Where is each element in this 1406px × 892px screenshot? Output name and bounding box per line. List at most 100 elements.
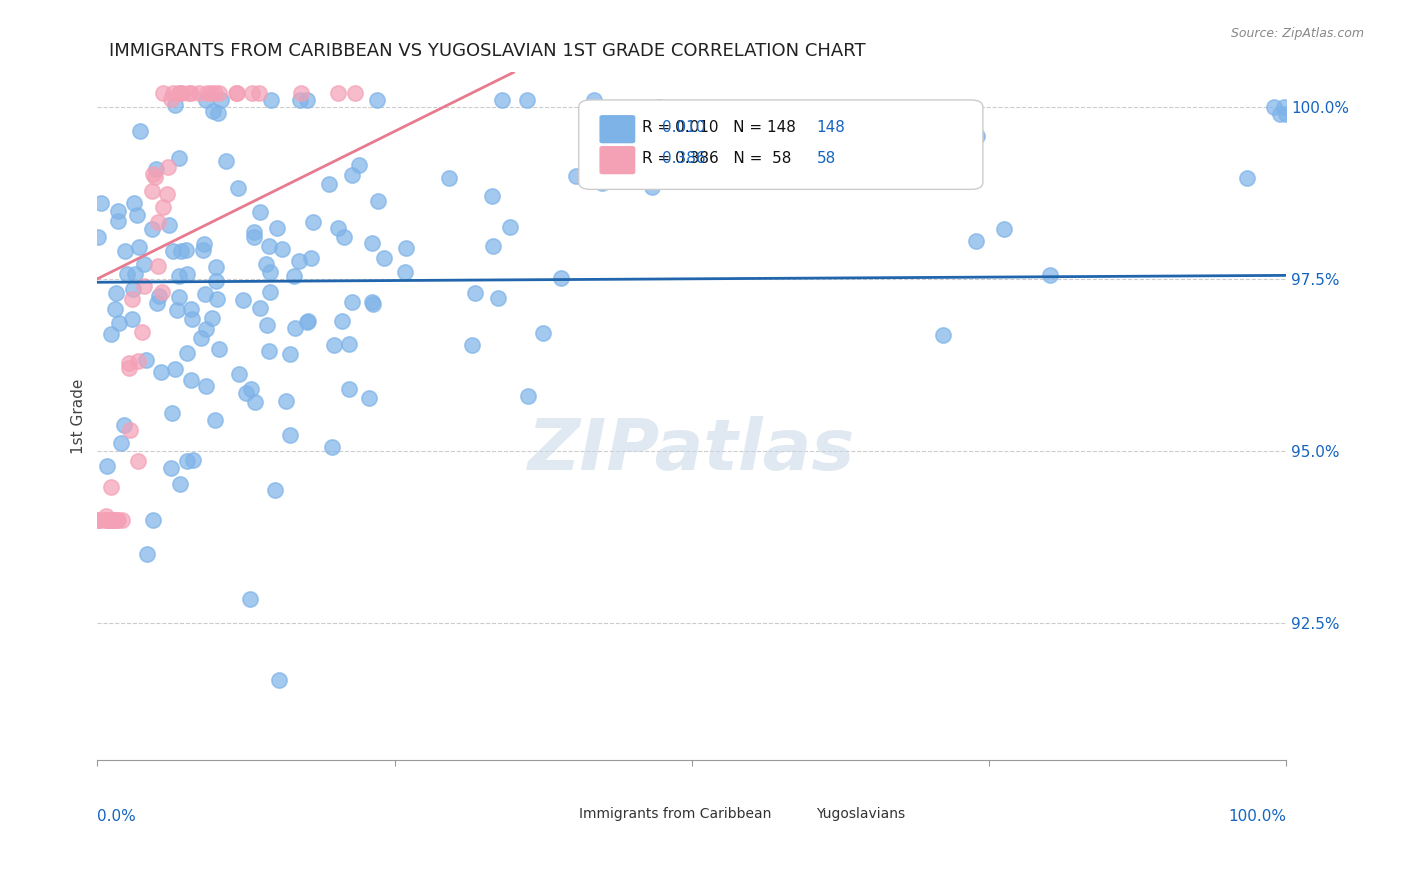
Point [395, 241, 418, 255]
Point [90, 196, 112, 211]
Point [160, 460, 183, 475]
Point [1236, 171, 1258, 186]
Point [290, 93, 312, 107]
Point [201, 104, 224, 119]
Text: 100.0%: 100.0% [1227, 808, 1286, 823]
Point [162, 244, 184, 258]
Point [591, 177, 613, 191]
Point [347, 158, 370, 172]
Point [531, 326, 554, 340]
Point [360, 236, 382, 251]
Point [128, 240, 150, 254]
Point [187, 86, 209, 100]
Point [98, 513, 121, 527]
Text: 58: 58 [817, 151, 835, 166]
Point [145, 169, 167, 184]
Text: 0.010: 0.010 [662, 120, 706, 135]
Point [243, 229, 266, 244]
Point [641, 179, 664, 194]
Point [103, 513, 125, 527]
Point [135, 353, 157, 368]
Point [243, 225, 266, 239]
Y-axis label: 1st Grade: 1st Grade [72, 379, 86, 454]
Point [205, 260, 228, 275]
Point [145, 161, 167, 176]
Point [993, 222, 1015, 236]
Point [122, 282, 145, 296]
Point [169, 477, 191, 491]
Point [232, 293, 254, 307]
Point [96, 458, 118, 473]
Point [295, 93, 318, 107]
Point [966, 129, 988, 144]
Point [648, 100, 671, 114]
Point [326, 221, 349, 235]
Point [127, 453, 149, 467]
Point [254, 257, 277, 271]
Point [225, 86, 247, 100]
Point [200, 86, 222, 100]
Point [259, 285, 281, 300]
Point [249, 205, 271, 219]
Point [195, 86, 218, 100]
Point [361, 294, 384, 309]
Point [278, 428, 301, 442]
Point [159, 218, 181, 232]
Point [256, 318, 278, 332]
Point [156, 186, 179, 201]
Point [516, 389, 538, 403]
Point [1272, 100, 1295, 114]
Point [148, 289, 170, 303]
Point [486, 291, 509, 305]
Point [247, 86, 270, 100]
Text: R = 0.010   N = 148: R = 0.010 N = 148 [641, 120, 796, 135]
Point [100, 480, 122, 494]
Point [110, 435, 132, 450]
Point [260, 93, 283, 107]
Point [205, 274, 228, 288]
Point [288, 254, 311, 268]
Point [127, 208, 149, 222]
Point [283, 268, 305, 283]
Point [344, 86, 367, 100]
Point [461, 337, 484, 351]
Point [101, 513, 124, 527]
Point [107, 513, 129, 527]
Point [703, 165, 725, 179]
Point [214, 153, 236, 168]
Point [259, 239, 281, 253]
Point [481, 189, 503, 203]
Point [167, 86, 190, 100]
Point [165, 362, 187, 376]
Point [201, 311, 224, 326]
Point [96, 513, 118, 527]
Point [361, 297, 384, 311]
Point [194, 287, 217, 301]
Point [124, 196, 146, 211]
Point [208, 86, 231, 100]
Point [240, 382, 263, 396]
Point [163, 98, 186, 112]
Point [107, 203, 129, 218]
Point [965, 234, 987, 248]
Point [1268, 106, 1291, 120]
Point [337, 337, 360, 351]
Point [89, 513, 111, 527]
Point [516, 93, 538, 107]
FancyBboxPatch shape [579, 100, 983, 189]
Point [266, 221, 288, 235]
Point [931, 328, 953, 343]
Point [103, 513, 125, 527]
Point [491, 93, 513, 107]
Point [243, 395, 266, 409]
Point [290, 86, 312, 100]
Text: IMMIGRANTS FROM CARIBBEAN VS YUGOSLAVIAN 1ST GRADE CORRELATION CHART: IMMIGRANTS FROM CARIBBEAN VS YUGOSLAVIAN… [110, 42, 866, 60]
Point [146, 259, 169, 273]
Point [257, 343, 280, 358]
Point [373, 251, 395, 265]
Point [439, 171, 461, 186]
Text: R = 0.386   N =  58: R = 0.386 N = 58 [641, 151, 792, 166]
Point [271, 242, 294, 256]
Point [100, 513, 122, 527]
Point [180, 372, 202, 386]
